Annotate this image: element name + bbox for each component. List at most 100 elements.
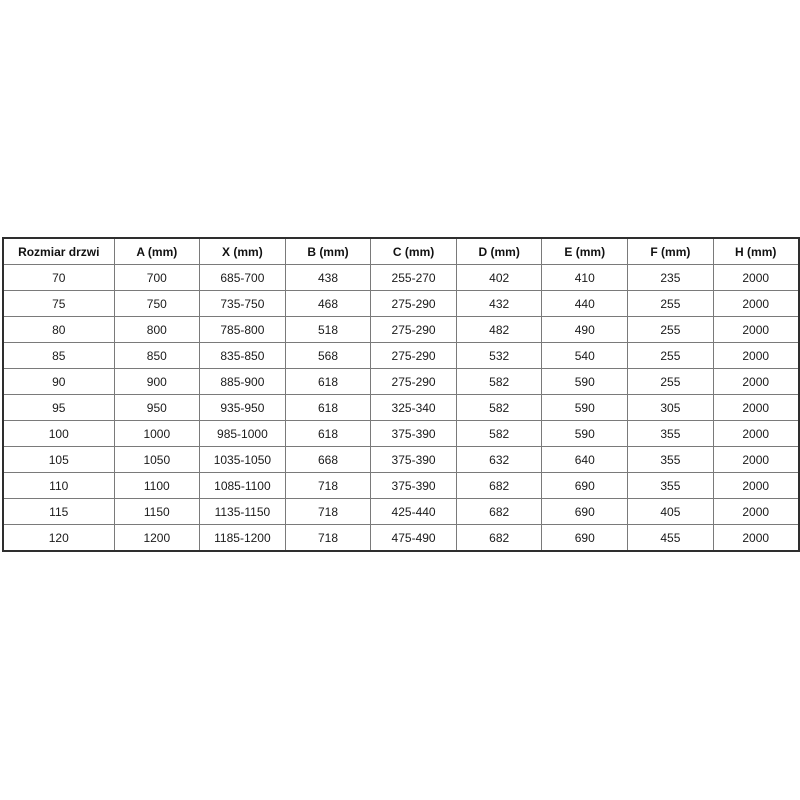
table-cell: 375-390 — [370, 446, 457, 473]
table-cell: 750 — [113, 290, 201, 317]
table-cell: 275-290 — [370, 290, 457, 317]
table-cell: 70 — [2, 264, 115, 291]
table-cell: 2000 — [712, 342, 800, 369]
table-cell: 482 — [455, 316, 543, 343]
table-cell: 568 — [284, 342, 372, 369]
table-cell: 682 — [455, 524, 543, 552]
table-cell: 582 — [455, 394, 543, 421]
table-cell: 582 — [455, 420, 543, 447]
table-cell: 100 — [2, 420, 115, 447]
table-row: 85 850 835-850 568 275-290 532 540 255 2000 — [2, 342, 800, 369]
table-row: 95 950 935-950 618 325-340 582 590 305 2000 — [2, 394, 800, 421]
table-cell: 1000 — [113, 420, 201, 447]
table-header: Rozmiar drzwi A (mm) X (mm) B (mm) C (mm) D (… — [2, 237, 800, 265]
table-cell: 255 — [627, 290, 714, 317]
table-row: 70 700 685-700 438 255-270 402 410 235 2000 — [2, 264, 800, 291]
table-cell: 590 — [541, 420, 629, 447]
table-cell: 85 — [2, 342, 115, 369]
table-cell: 355 — [627, 446, 714, 473]
table-cell: 2000 — [712, 264, 800, 291]
table-cell: 255-270 — [370, 264, 457, 291]
table-cell: 2000 — [712, 446, 800, 473]
table-cell: 785-800 — [199, 316, 286, 343]
table-cell: 1035-1050 — [199, 446, 286, 473]
table-cell: 90 — [2, 368, 115, 395]
table-cell: 885-900 — [199, 368, 286, 395]
table-cell: 2000 — [712, 394, 800, 421]
table-cell: 1185-1200 — [199, 524, 286, 552]
table-cell: 105 — [2, 446, 115, 473]
table-cell: 1150 — [113, 498, 201, 525]
table-cell: 468 — [284, 290, 372, 317]
table-cell: 682 — [455, 472, 543, 499]
table-cell: 455 — [627, 524, 714, 552]
table-cell: 935-950 — [199, 394, 286, 421]
table-cell: 985-1000 — [199, 420, 286, 447]
table-cell: 618 — [284, 420, 372, 447]
table-cell: 1085-1100 — [199, 472, 286, 499]
table-cell: 835-850 — [199, 342, 286, 369]
table-cell: 2000 — [712, 498, 800, 525]
table-cell: 80 — [2, 316, 115, 343]
door-dimensions-table: Rozmiar drzwi A (mm) X (mm) B (mm) C (mm) D (… — [2, 237, 800, 552]
table-cell: 685-700 — [199, 264, 286, 291]
table-cell: 2000 — [712, 316, 800, 343]
table-cell: 850 — [113, 342, 201, 369]
table-cell: 402 — [455, 264, 543, 291]
table-cell: 255 — [627, 368, 714, 395]
table-cell: 275-290 — [370, 316, 457, 343]
table-cell: 255 — [627, 342, 714, 369]
table-cell: 2000 — [712, 420, 800, 447]
table-cell: 735-750 — [199, 290, 286, 317]
table-cell: 682 — [455, 498, 543, 525]
table-cell: 438 — [284, 264, 372, 291]
table-cell: 355 — [627, 472, 714, 499]
header-cell: Rozmiar drzwi — [2, 237, 115, 265]
table-cell: 2000 — [712, 368, 800, 395]
table-cell: 900 — [113, 368, 201, 395]
table-cell: 115 — [2, 498, 115, 525]
table-cell: 110 — [2, 472, 115, 499]
table-cell: 490 — [541, 316, 629, 343]
header-cell: X (mm) — [199, 237, 286, 265]
table-cell: 120 — [2, 524, 115, 552]
table-cell: 305 — [627, 394, 714, 421]
table-row: 100 1000 985-1000 618 375-390 582 590 355 2000 — [2, 420, 800, 447]
table-cell: 1135-1150 — [199, 498, 286, 525]
table-cell: 618 — [284, 394, 372, 421]
table-cell: 375-390 — [370, 472, 457, 499]
table-cell: 618 — [284, 368, 372, 395]
table-cell: 690 — [541, 472, 629, 499]
table-cell: 2000 — [712, 524, 800, 552]
table-cell: 582 — [455, 368, 543, 395]
table-cell: 475-490 — [370, 524, 457, 552]
table-cell: 432 — [455, 290, 543, 317]
table-cell: 1200 — [113, 524, 201, 552]
table-cell: 690 — [541, 498, 629, 525]
header-row: Rozmiar drzwi A (mm) X (mm) B (mm) C (mm) D (… — [2, 237, 800, 265]
table-cell: 1050 — [113, 446, 201, 473]
table-row: 120 1200 1185-1200 718 475-490 682 690 455 2000 — [2, 524, 800, 552]
header-cell: C (mm) — [370, 237, 457, 265]
table-cell: 718 — [284, 472, 372, 499]
table-cell: 425-440 — [370, 498, 457, 525]
table-cell: 275-290 — [370, 368, 457, 395]
table-container: Rozmiar drzwi A (mm) X (mm) B (mm) C (mm) D (… — [2, 237, 800, 552]
table-cell: 718 — [284, 498, 372, 525]
table-cell: 590 — [541, 394, 629, 421]
table-cell: 355 — [627, 420, 714, 447]
table-cell: 410 — [541, 264, 629, 291]
table-cell: 532 — [455, 342, 543, 369]
table-cell: 405 — [627, 498, 714, 525]
table-cell: 640 — [541, 446, 629, 473]
header-cell: B (mm) — [284, 237, 372, 265]
table-cell: 440 — [541, 290, 629, 317]
table-cell: 275-290 — [370, 342, 457, 369]
table-cell: 518 — [284, 316, 372, 343]
table-cell: 95 — [2, 394, 115, 421]
table-cell: 690 — [541, 524, 629, 552]
table-cell: 1100 — [113, 472, 201, 499]
table-row: 90 900 885-900 618 275-290 582 590 255 2000 — [2, 368, 800, 395]
table-row: 110 1100 1085-1100 718 375-390 682 690 355 2000 — [2, 472, 800, 499]
